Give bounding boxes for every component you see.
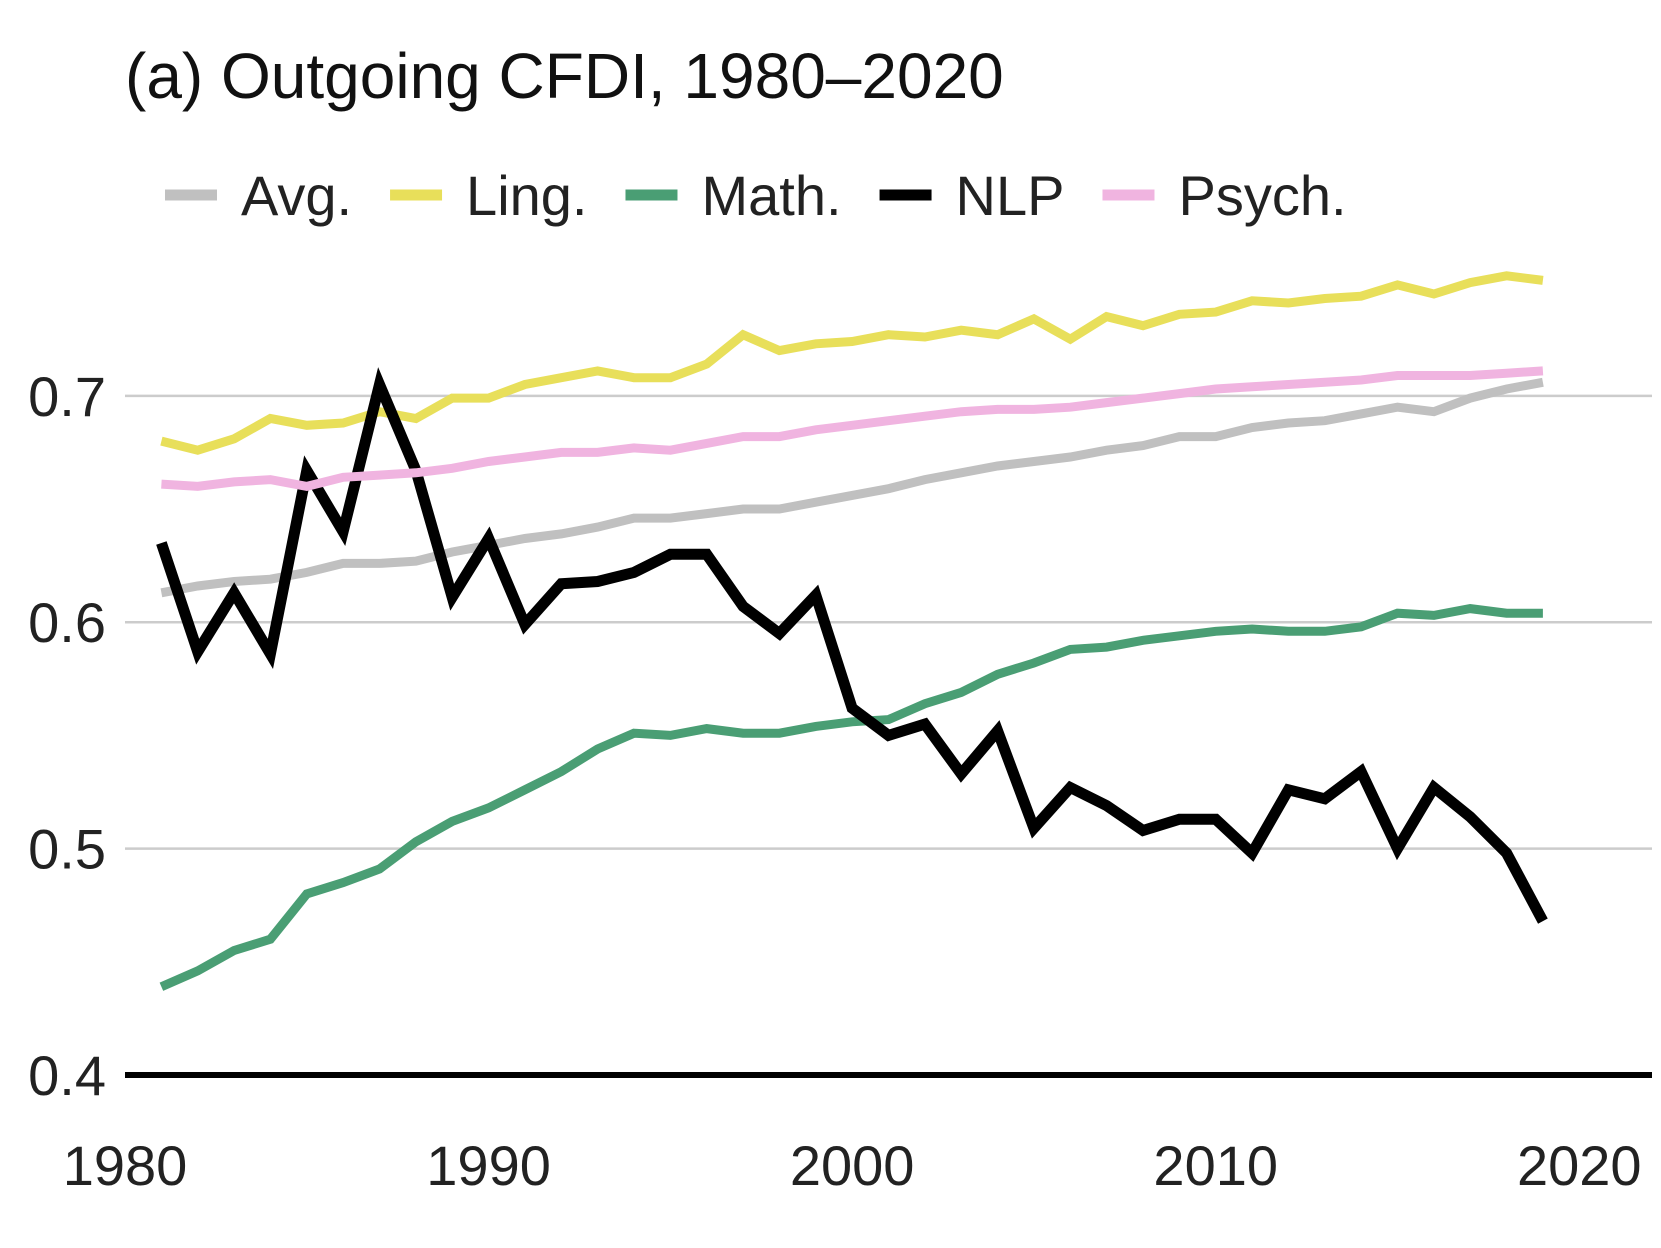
legend: Avg. Ling. Math. NLP Psych. xyxy=(165,164,1347,227)
legend-label-ling: Ling. xyxy=(466,164,587,227)
y-tick-label-3: 0.7 xyxy=(28,365,106,428)
x-tick-label-4: 2020 xyxy=(1517,1134,1642,1197)
y-tick-label-1: 0.5 xyxy=(28,818,106,881)
legend-label-math: Math. xyxy=(701,164,841,227)
legend-label-psych: Psych. xyxy=(1178,164,1346,227)
legend-label-avg: Avg. xyxy=(241,164,352,227)
x-tick-label-0: 1980 xyxy=(63,1134,188,1197)
y-gridlines xyxy=(125,394,1652,850)
legend-label-nlp: NLP xyxy=(956,164,1065,227)
series-lines xyxy=(156,271,1548,991)
x-axis-tick-labels: 1980 1990 2000 2010 2020 xyxy=(63,1134,1642,1197)
series-line-psych xyxy=(161,366,1544,492)
x-tick-label-2: 2000 xyxy=(790,1134,915,1197)
y-tick-label-2: 0.6 xyxy=(28,591,106,654)
series-line-math xyxy=(159,604,1543,991)
y-axis-tick-labels: 0.4 0.5 0.6 0.7 xyxy=(28,365,106,1107)
x-tick-label-3: 2010 xyxy=(1153,1134,1278,1197)
series-line-nlp xyxy=(156,367,1548,924)
chart-title: (a) Outgoing CFDI, 1980–2020 xyxy=(125,40,1004,112)
y-tick-label-0: 0.4 xyxy=(28,1044,106,1107)
series-line-avg xyxy=(160,377,1544,598)
x-tick-label-1: 1990 xyxy=(426,1134,551,1197)
